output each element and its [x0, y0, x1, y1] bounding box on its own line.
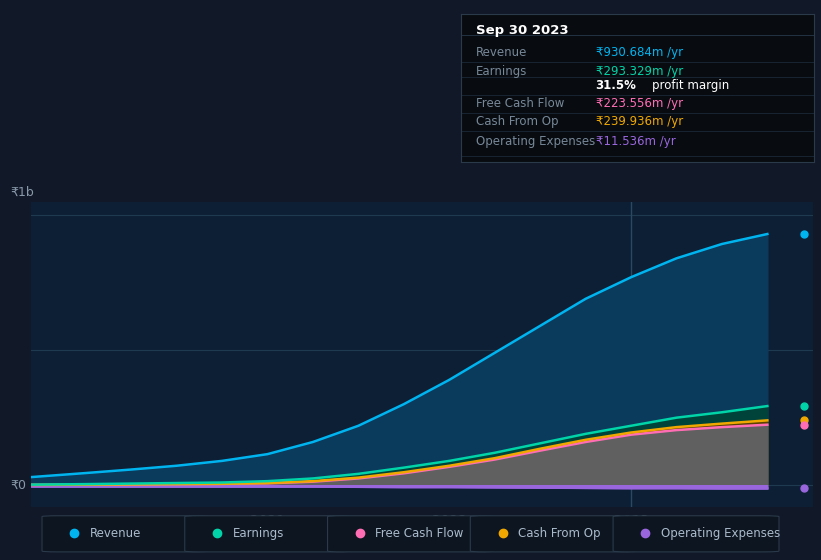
Text: Free Cash Flow: Free Cash Flow	[375, 527, 464, 540]
Text: ₹0: ₹0	[10, 479, 25, 492]
Text: ₹930.684m /yr: ₹930.684m /yr	[595, 46, 683, 59]
FancyBboxPatch shape	[42, 516, 208, 552]
Text: Cash From Op: Cash From Op	[518, 527, 601, 540]
FancyBboxPatch shape	[328, 516, 493, 552]
Text: Earnings: Earnings	[232, 527, 284, 540]
Text: Operating Expenses: Operating Expenses	[661, 527, 780, 540]
Text: Revenue: Revenue	[89, 527, 141, 540]
Text: 31.5%: 31.5%	[595, 80, 636, 92]
FancyBboxPatch shape	[185, 516, 351, 552]
Text: Cash From Op: Cash From Op	[475, 115, 558, 128]
Text: ₹293.329m /yr: ₹293.329m /yr	[595, 66, 683, 78]
Text: ₹1b: ₹1b	[10, 186, 34, 199]
FancyBboxPatch shape	[613, 516, 779, 552]
Text: ₹223.556m /yr: ₹223.556m /yr	[595, 97, 683, 110]
Text: ₹11.536m /yr: ₹11.536m /yr	[595, 135, 676, 148]
Text: Earnings: Earnings	[475, 66, 527, 78]
Text: Revenue: Revenue	[475, 46, 527, 59]
Text: Operating Expenses: Operating Expenses	[475, 135, 594, 148]
Text: ₹239.936m /yr: ₹239.936m /yr	[595, 115, 683, 128]
Text: profit margin: profit margin	[652, 80, 729, 92]
FancyBboxPatch shape	[470, 516, 636, 552]
Text: Free Cash Flow: Free Cash Flow	[475, 97, 564, 110]
Text: Sep 30 2023: Sep 30 2023	[475, 25, 568, 38]
